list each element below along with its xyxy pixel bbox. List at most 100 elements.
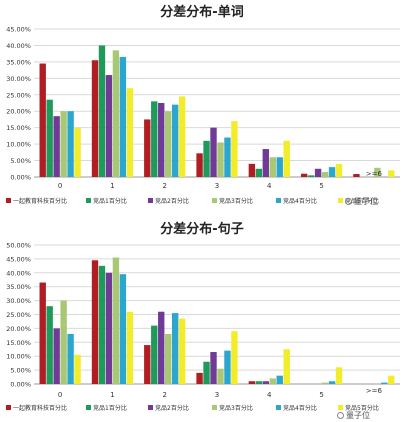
chart-title: 分差分布-句子 — [160, 221, 243, 237]
legend-swatch — [276, 198, 281, 203]
y-tick-label: 20.00% — [6, 108, 31, 116]
bar — [178, 96, 186, 177]
chart-title: 分差分布-单词 — [160, 4, 243, 20]
y-tick-label: 30.00% — [6, 297, 31, 305]
bar — [39, 63, 46, 177]
legend-label: 一起教育科技百分比 — [13, 404, 67, 412]
watermark-logo-icon — [337, 412, 344, 419]
x-tick-label: 1 — [110, 391, 114, 399]
y-tick-label: 45.00% — [6, 26, 31, 34]
x-tick-label: >=6 — [366, 387, 383, 395]
legend-label: 竞品1百分比 — [93, 197, 127, 205]
bar — [217, 368, 224, 384]
bar — [112, 50, 120, 177]
bar — [119, 56, 127, 178]
y-tick-label: 15.00% — [6, 124, 31, 132]
bar — [144, 345, 151, 384]
legend-swatch — [148, 405, 153, 410]
bar — [105, 272, 113, 384]
legend-label: 竞品5百分比 — [345, 404, 379, 412]
x-tick-label: 0 — [58, 391, 62, 399]
bar — [53, 328, 60, 384]
legend-label: 竞品4百分比 — [283, 404, 317, 412]
legend-label: 竞品1百分比 — [93, 404, 127, 412]
y-tick-label: 5.00% — [10, 367, 31, 375]
y-tick-label: 0.00% — [10, 381, 31, 389]
bar — [91, 60, 99, 177]
bar — [196, 372, 203, 384]
bar — [112, 257, 120, 384]
legend-swatch — [212, 405, 217, 410]
bar — [231, 121, 238, 177]
x-tick-label: 2 — [162, 182, 166, 190]
bar — [255, 381, 263, 384]
legend-swatch — [86, 405, 91, 410]
legend-swatch — [276, 405, 281, 410]
bar — [126, 88, 134, 177]
bar — [248, 381, 256, 384]
bar — [283, 140, 290, 177]
bar — [144, 119, 151, 177]
legend-swatch — [338, 198, 343, 203]
watermark-top: 量子位 — [345, 196, 378, 207]
bar — [165, 111, 172, 177]
bar — [39, 282, 46, 384]
bar — [165, 333, 172, 384]
legend-label: 竞品5百分比 — [345, 197, 379, 205]
bar — [67, 111, 74, 177]
bar — [74, 127, 81, 177]
bar — [67, 333, 74, 384]
bar — [381, 382, 388, 384]
bar — [98, 265, 106, 384]
bar — [276, 375, 283, 384]
bar — [307, 175, 315, 177]
legend-swatch — [212, 198, 217, 203]
bar — [203, 361, 210, 384]
bar — [105, 75, 113, 177]
x-tick-label: 3 — [215, 182, 219, 190]
bar — [231, 331, 238, 384]
bar — [217, 142, 224, 177]
bar — [300, 173, 308, 177]
y-tick-label: 40.00% — [6, 269, 31, 277]
bar — [203, 140, 210, 177]
y-tick-label: 25.00% — [6, 311, 31, 319]
bar — [53, 116, 60, 177]
y-tick-label: 5.00% — [10, 157, 31, 165]
x-tick-label: >=6 — [366, 170, 383, 178]
y-tick-label: 0.00% — [10, 174, 31, 182]
y-tick-label: 25.00% — [6, 91, 31, 99]
y-tick-label: 35.00% — [6, 283, 31, 291]
bar — [178, 318, 186, 384]
x-tick-label: 3 — [215, 391, 219, 399]
legend-label: 竞品2百分比 — [155, 404, 189, 412]
bar — [328, 167, 336, 177]
bar — [321, 172, 329, 177]
bar — [151, 325, 158, 384]
bar — [262, 149, 269, 177]
bar — [171, 313, 179, 384]
y-tick-label: 10.00% — [6, 353, 31, 361]
x-tick-label: 5 — [319, 182, 323, 190]
legend-swatch — [6, 198, 11, 203]
bar — [283, 349, 290, 384]
bar — [353, 174, 360, 177]
bar — [196, 153, 203, 177]
bar — [374, 167, 381, 177]
bar — [276, 157, 283, 177]
bar — [262, 381, 269, 384]
legend-label: 竞品3百分比 — [219, 197, 253, 205]
bar — [119, 274, 127, 384]
bar — [255, 168, 263, 177]
legend-label: 竞品3百分比 — [219, 404, 253, 412]
legend-label: 竞品2百分比 — [155, 197, 189, 205]
x-tick-label: 4 — [267, 391, 272, 399]
bar — [321, 382, 329, 384]
y-tick-label: 45.00% — [6, 255, 31, 263]
legend-swatch — [6, 405, 11, 410]
bar — [210, 352, 217, 384]
bar — [388, 170, 395, 177]
bar — [248, 163, 256, 177]
bar — [224, 350, 231, 384]
legend-label: 一起教育科技百分比 — [13, 197, 67, 205]
